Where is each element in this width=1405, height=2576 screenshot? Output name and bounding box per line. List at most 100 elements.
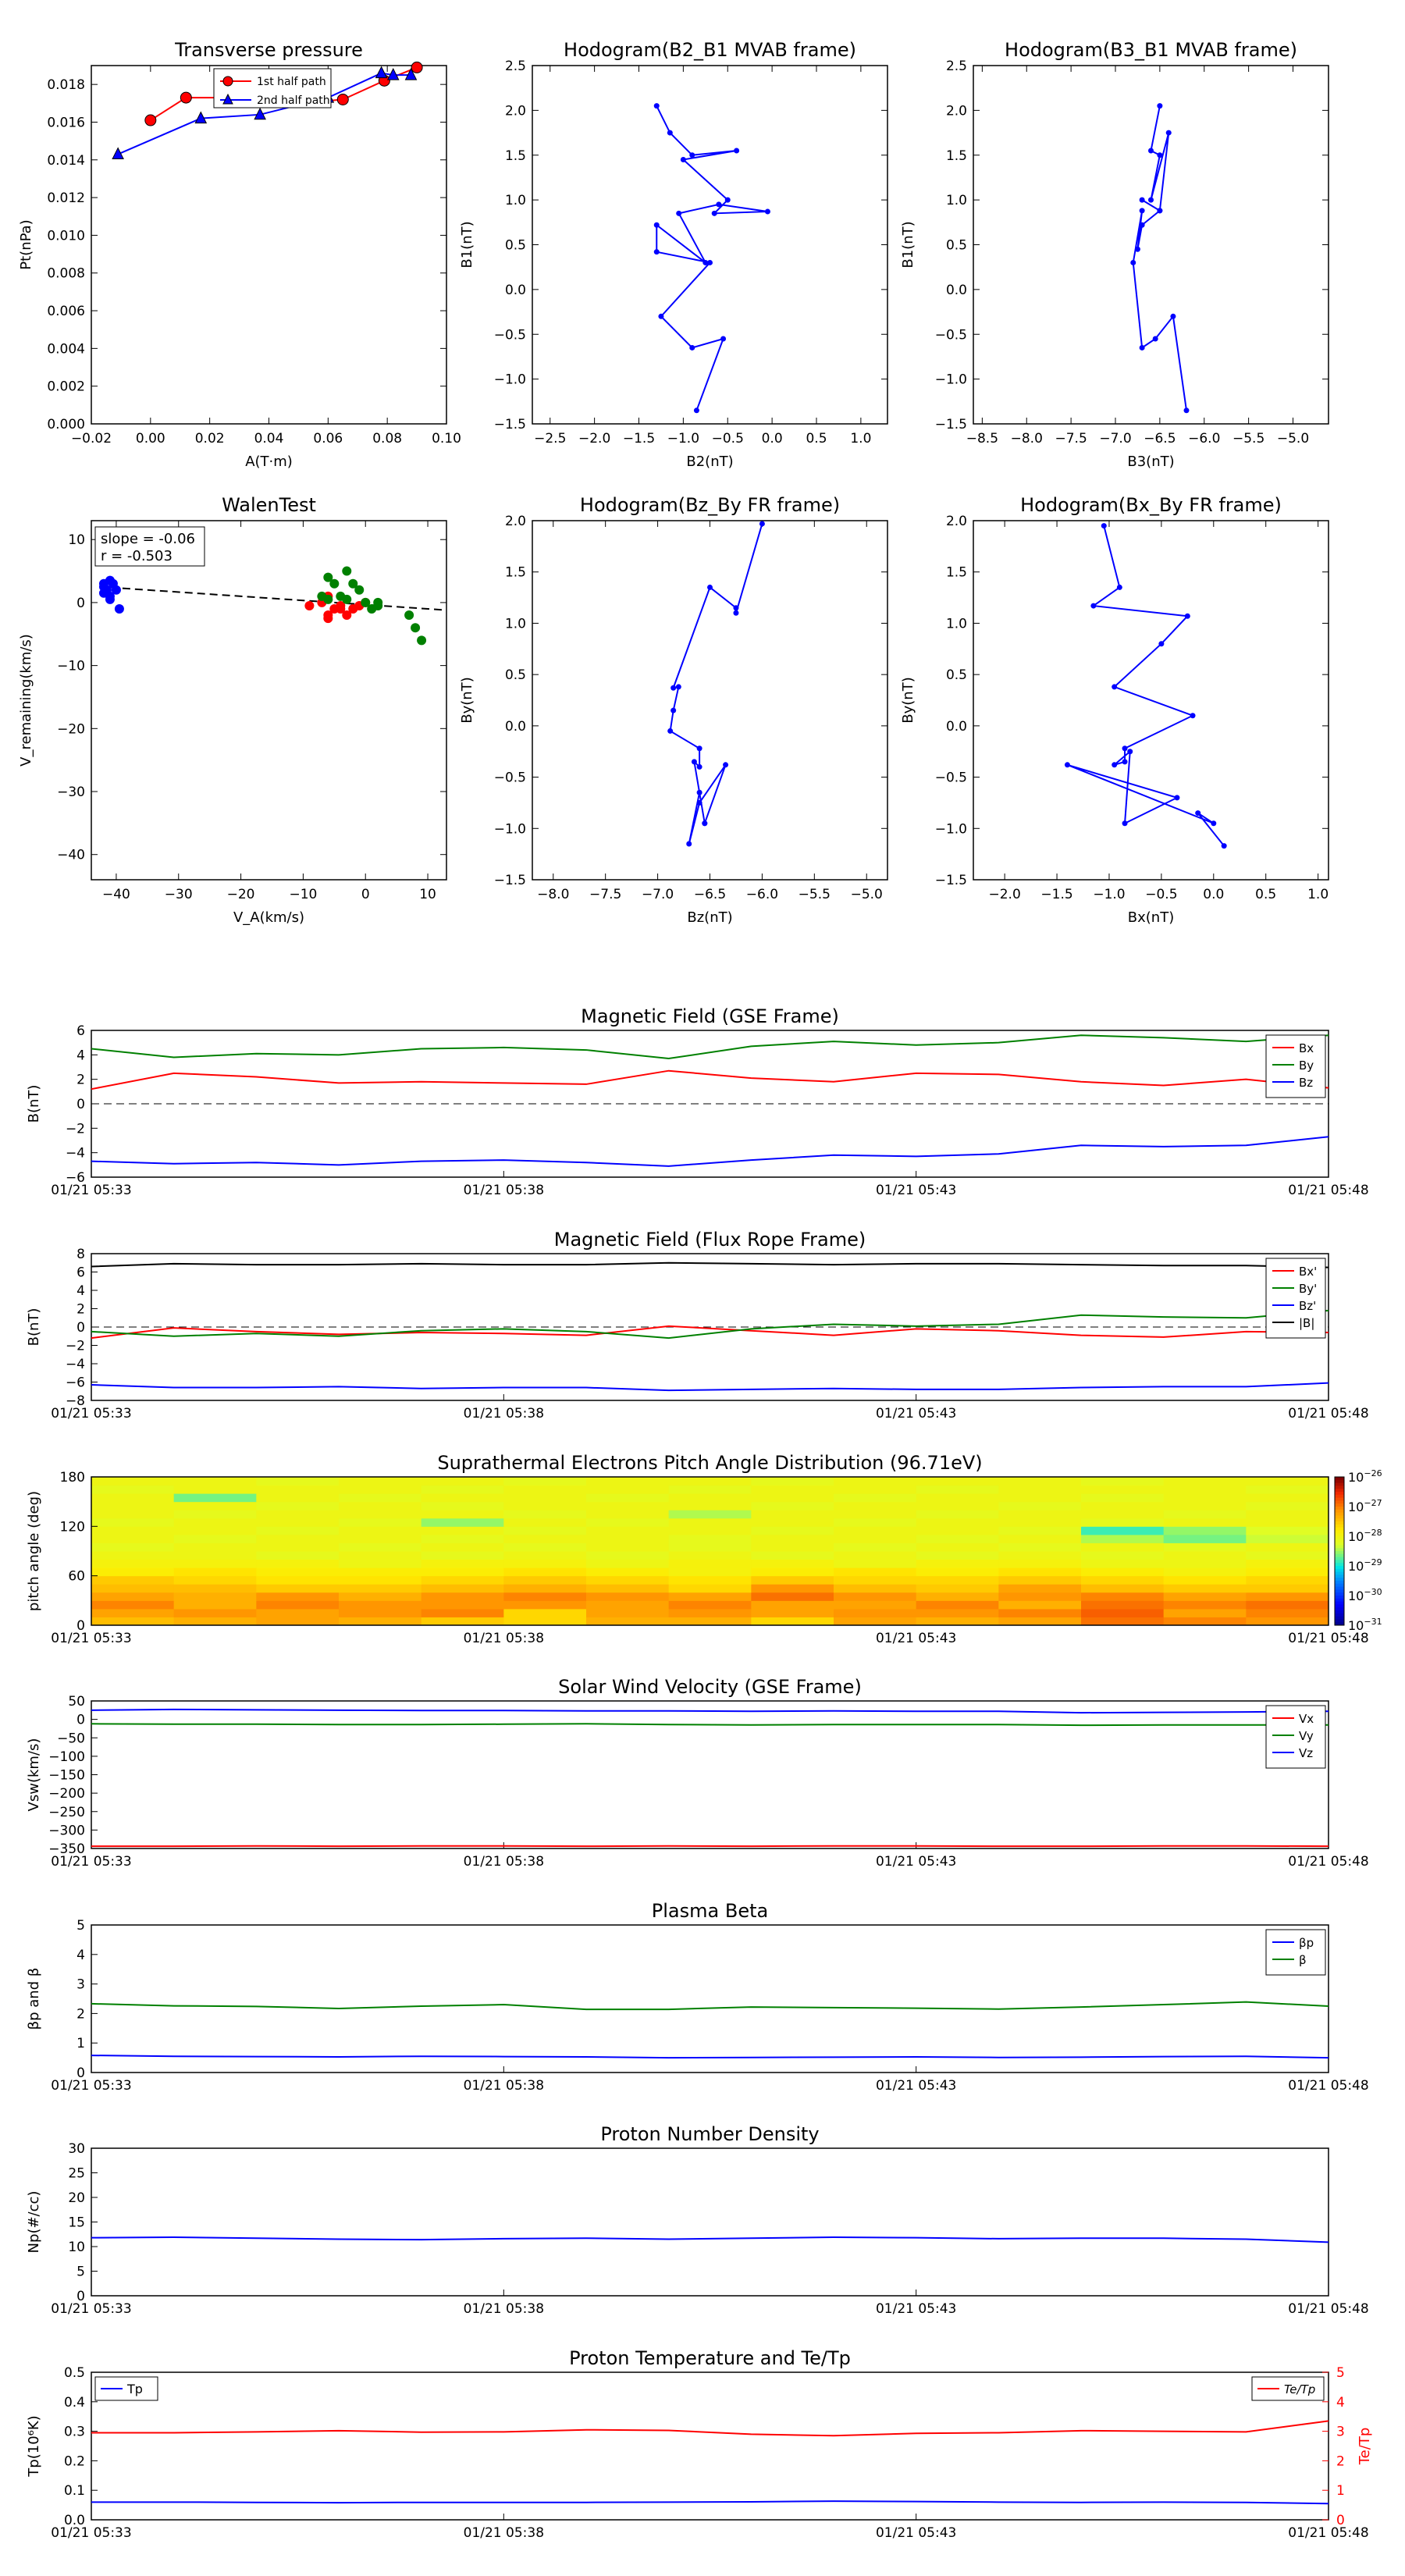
pad-colorbar-cell bbox=[1335, 1604, 1344, 1608]
vsw-legend-label: Vx bbox=[1299, 1712, 1314, 1726]
tp-xtick-label: 0.04 bbox=[254, 431, 284, 447]
pad-cell bbox=[1081, 1517, 1165, 1527]
hodo3-xtick-label: −7.0 bbox=[642, 887, 674, 902]
pad-cell bbox=[668, 1493, 752, 1503]
hodo1-point bbox=[680, 156, 686, 162]
hodo1-point bbox=[702, 259, 709, 265]
pad-cell bbox=[1081, 1617, 1165, 1626]
pad-cell bbox=[1081, 1584, 1165, 1593]
pad-colorbar-cell bbox=[1335, 1610, 1344, 1614]
tp-xtick-label: −0.02 bbox=[71, 431, 112, 447]
tp2-legend-label: Tp bbox=[126, 2382, 143, 2396]
pad-cell bbox=[834, 1542, 917, 1552]
pad-colorbar-exponent: −26 bbox=[1364, 1468, 1382, 1478]
pad-cell bbox=[256, 1551, 340, 1560]
pad-cell bbox=[834, 1526, 917, 1535]
pad-cell bbox=[91, 1592, 175, 1601]
pad-cell bbox=[173, 1617, 257, 1626]
pad-cell bbox=[173, 1485, 257, 1494]
hodo4-point bbox=[1195, 810, 1201, 817]
pad-cell bbox=[1246, 1575, 1329, 1585]
hodo2-ylabel: B1(nT) bbox=[900, 221, 916, 268]
tp-ytick-label: 0.014 bbox=[47, 153, 85, 169]
bgse-ytick-label: 4 bbox=[76, 1048, 85, 1063]
hodo3-ytick-label: 2.0 bbox=[505, 514, 526, 529]
pad-cell bbox=[91, 1575, 175, 1585]
tp2-series-line bbox=[91, 2500, 1329, 2505]
pad-cell bbox=[256, 1534, 340, 1543]
pad-cell bbox=[339, 1526, 422, 1535]
pad-cell bbox=[916, 1567, 999, 1577]
pad-cell bbox=[503, 1559, 587, 1568]
pad-colorbar-cell bbox=[1335, 1485, 1344, 1489]
tp-point bbox=[411, 61, 423, 73]
tp-xtick-label: 0.00 bbox=[136, 431, 165, 447]
hodo1-point bbox=[724, 197, 731, 203]
walen-annotation-box bbox=[94, 526, 205, 567]
pad-cell bbox=[668, 1477, 752, 1486]
hodo4-point bbox=[1112, 762, 1118, 768]
vsw-ytick-label: 50 bbox=[68, 1694, 85, 1710]
beta-ytick-label: 3 bbox=[76, 1977, 85, 1993]
tp-ytick-label: 0.018 bbox=[47, 77, 85, 93]
pad-cell bbox=[91, 1534, 175, 1543]
pad-colorbar-cell bbox=[1335, 1539, 1344, 1543]
hodo2-point bbox=[1157, 208, 1163, 214]
pad-cell bbox=[503, 1584, 587, 1593]
pad-ytick-label: 120 bbox=[60, 1519, 85, 1535]
pad-cell bbox=[256, 1617, 340, 1626]
tp2-ytick-label: 0.0 bbox=[64, 2513, 85, 2528]
hodo4-ytick-label: −1.0 bbox=[935, 821, 967, 837]
pad-cell bbox=[1081, 1592, 1165, 1601]
tp-xlabel: A(T·m) bbox=[245, 454, 293, 470]
pad-colorbar-frame bbox=[1334, 1476, 1345, 1626]
pad-colorbar-exponent: −28 bbox=[1364, 1528, 1382, 1538]
tp2-ytick2-label: 3 bbox=[1336, 2425, 1345, 2440]
pad-xtick-label: 01/21 05:33 bbox=[51, 1631, 131, 1646]
pad-cell bbox=[668, 1534, 752, 1543]
hodo4-point bbox=[1101, 523, 1107, 529]
pad-cell bbox=[339, 1485, 422, 1494]
pad-cell bbox=[91, 1567, 175, 1577]
pad-xtick-label: 01/21 05:38 bbox=[464, 1631, 544, 1646]
hodo1-xtick-label: −0.5 bbox=[712, 431, 744, 447]
pad-colorbar-cell bbox=[1335, 1613, 1344, 1617]
vsw-xtick-label: 01/21 05:38 bbox=[464, 1854, 544, 1870]
tp-point bbox=[404, 67, 418, 80]
hodo3-point bbox=[691, 759, 697, 765]
pad-cell bbox=[503, 1517, 587, 1527]
hodo4-xlabel: Bx(nT) bbox=[1128, 909, 1174, 926]
pad-cell bbox=[421, 1608, 504, 1617]
pad-cell bbox=[998, 1592, 1082, 1601]
hodo3-ylabel: By(nT) bbox=[459, 677, 475, 723]
pad-cell bbox=[1246, 1493, 1329, 1503]
pad-cell bbox=[421, 1575, 504, 1585]
hodo4-point bbox=[1127, 749, 1133, 755]
hodo2-xtick-label: −8.5 bbox=[966, 431, 998, 447]
pad-cell bbox=[339, 1592, 422, 1601]
pad-cell bbox=[1163, 1517, 1247, 1527]
np-title: Proton Number Density bbox=[600, 2123, 819, 2145]
beta-xtick-label: 01/21 05:48 bbox=[1288, 2078, 1368, 2094]
pad-cell bbox=[339, 1575, 422, 1585]
hodo3-point bbox=[670, 685, 677, 691]
bgse-xtick-label: 01/21 05:43 bbox=[876, 1183, 956, 1198]
walen-ytick-label: 0 bbox=[76, 596, 85, 611]
hodo2-point bbox=[1139, 197, 1145, 203]
pad-cell bbox=[1246, 1617, 1329, 1626]
np-ytick-label: 10 bbox=[68, 2240, 85, 2255]
pad-colorbar-cell bbox=[1335, 1524, 1344, 1528]
hodo4-point bbox=[1184, 613, 1190, 619]
hodo2-xtick-label: −6.5 bbox=[1144, 431, 1176, 447]
beta-xtick-label: 01/21 05:38 bbox=[464, 2078, 544, 2094]
pad-cell bbox=[751, 1501, 834, 1510]
pad-cell bbox=[1246, 1584, 1329, 1593]
pad-colorbar-cell bbox=[1335, 1530, 1344, 1534]
bgse-ytick-label: −4 bbox=[66, 1146, 85, 1162]
hodo1-point bbox=[707, 259, 713, 265]
bgse-ytick-label: 0 bbox=[76, 1097, 85, 1112]
vsw-ytick-label: −50 bbox=[57, 1731, 85, 1746]
bfr-xtick-label: 01/21 05:43 bbox=[876, 1406, 956, 1421]
hodo1-ytick-label: 1.0 bbox=[505, 193, 526, 208]
pad-colorbar-label: 10−30 bbox=[1348, 1587, 1382, 1603]
